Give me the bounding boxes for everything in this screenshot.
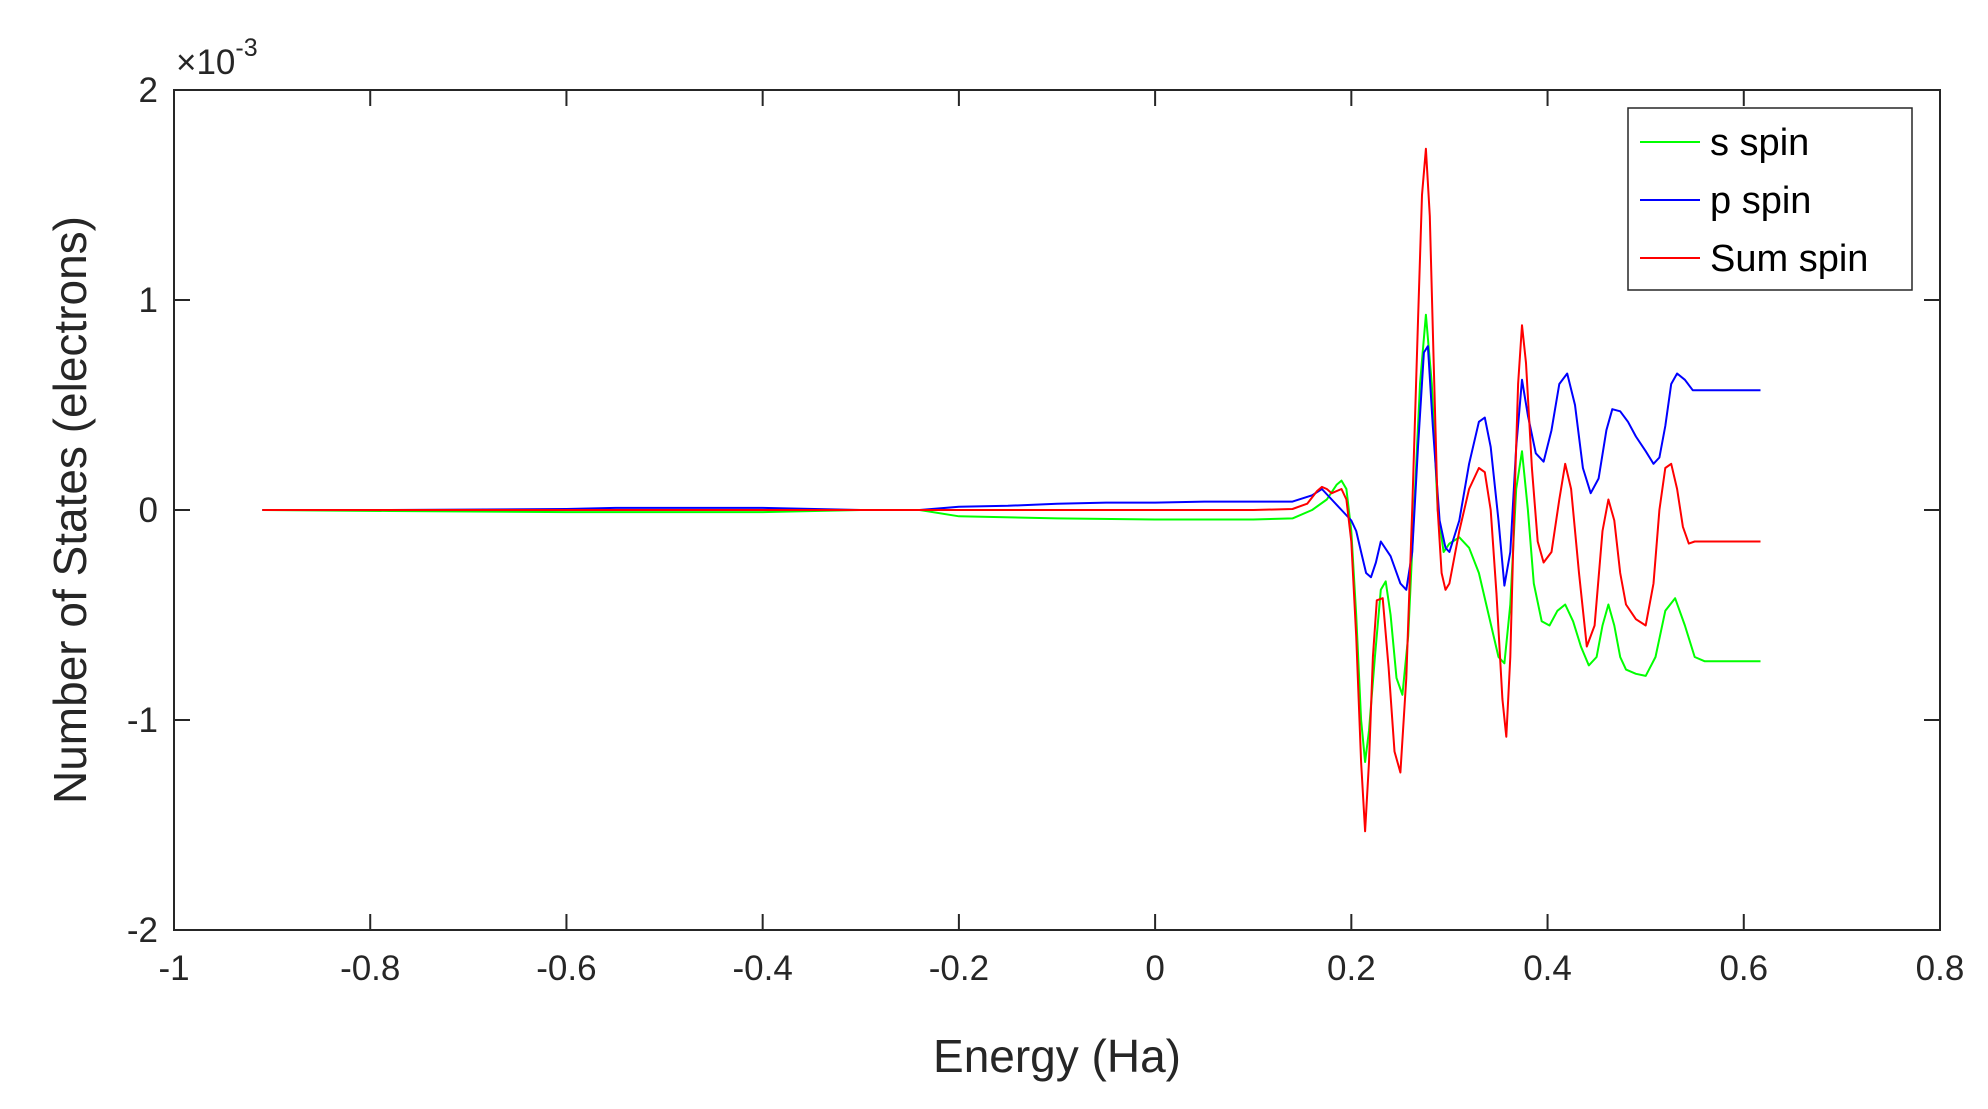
y-tick-label: -1: [127, 701, 158, 740]
legend-label-sum-spin: Sum spin: [1710, 238, 1868, 280]
x-tick-label: -0.2: [929, 949, 989, 988]
x-tick-label: -1: [158, 949, 189, 988]
x-axis-label: Energy (Ha): [933, 1030, 1181, 1082]
series-layer: [262, 147, 1761, 833]
y-tick-label: 1: [139, 281, 158, 320]
x-tick-label: -0.8: [340, 949, 400, 988]
x-ticks: -1 -0.8 -0.6 -0.4 -0.2 0 0.2 0.4 0.6 0.8: [158, 90, 1964, 988]
x-tick-label: 0.4: [1523, 949, 1572, 988]
x-tick-label: -0.6: [536, 949, 596, 988]
x-tick-label: 0.8: [1916, 949, 1965, 988]
y-axis-label: Number of States (electrons): [44, 216, 96, 804]
x-tick-label: 0.2: [1327, 949, 1376, 988]
x-tick-label: 0: [1145, 949, 1164, 988]
y-tick-label: 0: [139, 491, 158, 530]
series-line-sum-spin: [262, 147, 1761, 833]
x-tick-label: -0.4: [733, 949, 793, 988]
legend-label-s-spin: s spin: [1710, 122, 1809, 164]
y-tick-label: -2: [127, 911, 158, 950]
y-tick-label: 2: [139, 71, 158, 110]
series-line-p-spin: [262, 345, 1761, 591]
y-exponent-label: ×10-3: [176, 34, 258, 82]
x-tick-label: 0.6: [1719, 949, 1768, 988]
y-ticks: -2 -1 0 1 2: [127, 71, 1940, 950]
legend: s spin p spin Sum spin: [1627, 107, 1913, 291]
legend-label-p-spin: p spin: [1710, 180, 1811, 222]
